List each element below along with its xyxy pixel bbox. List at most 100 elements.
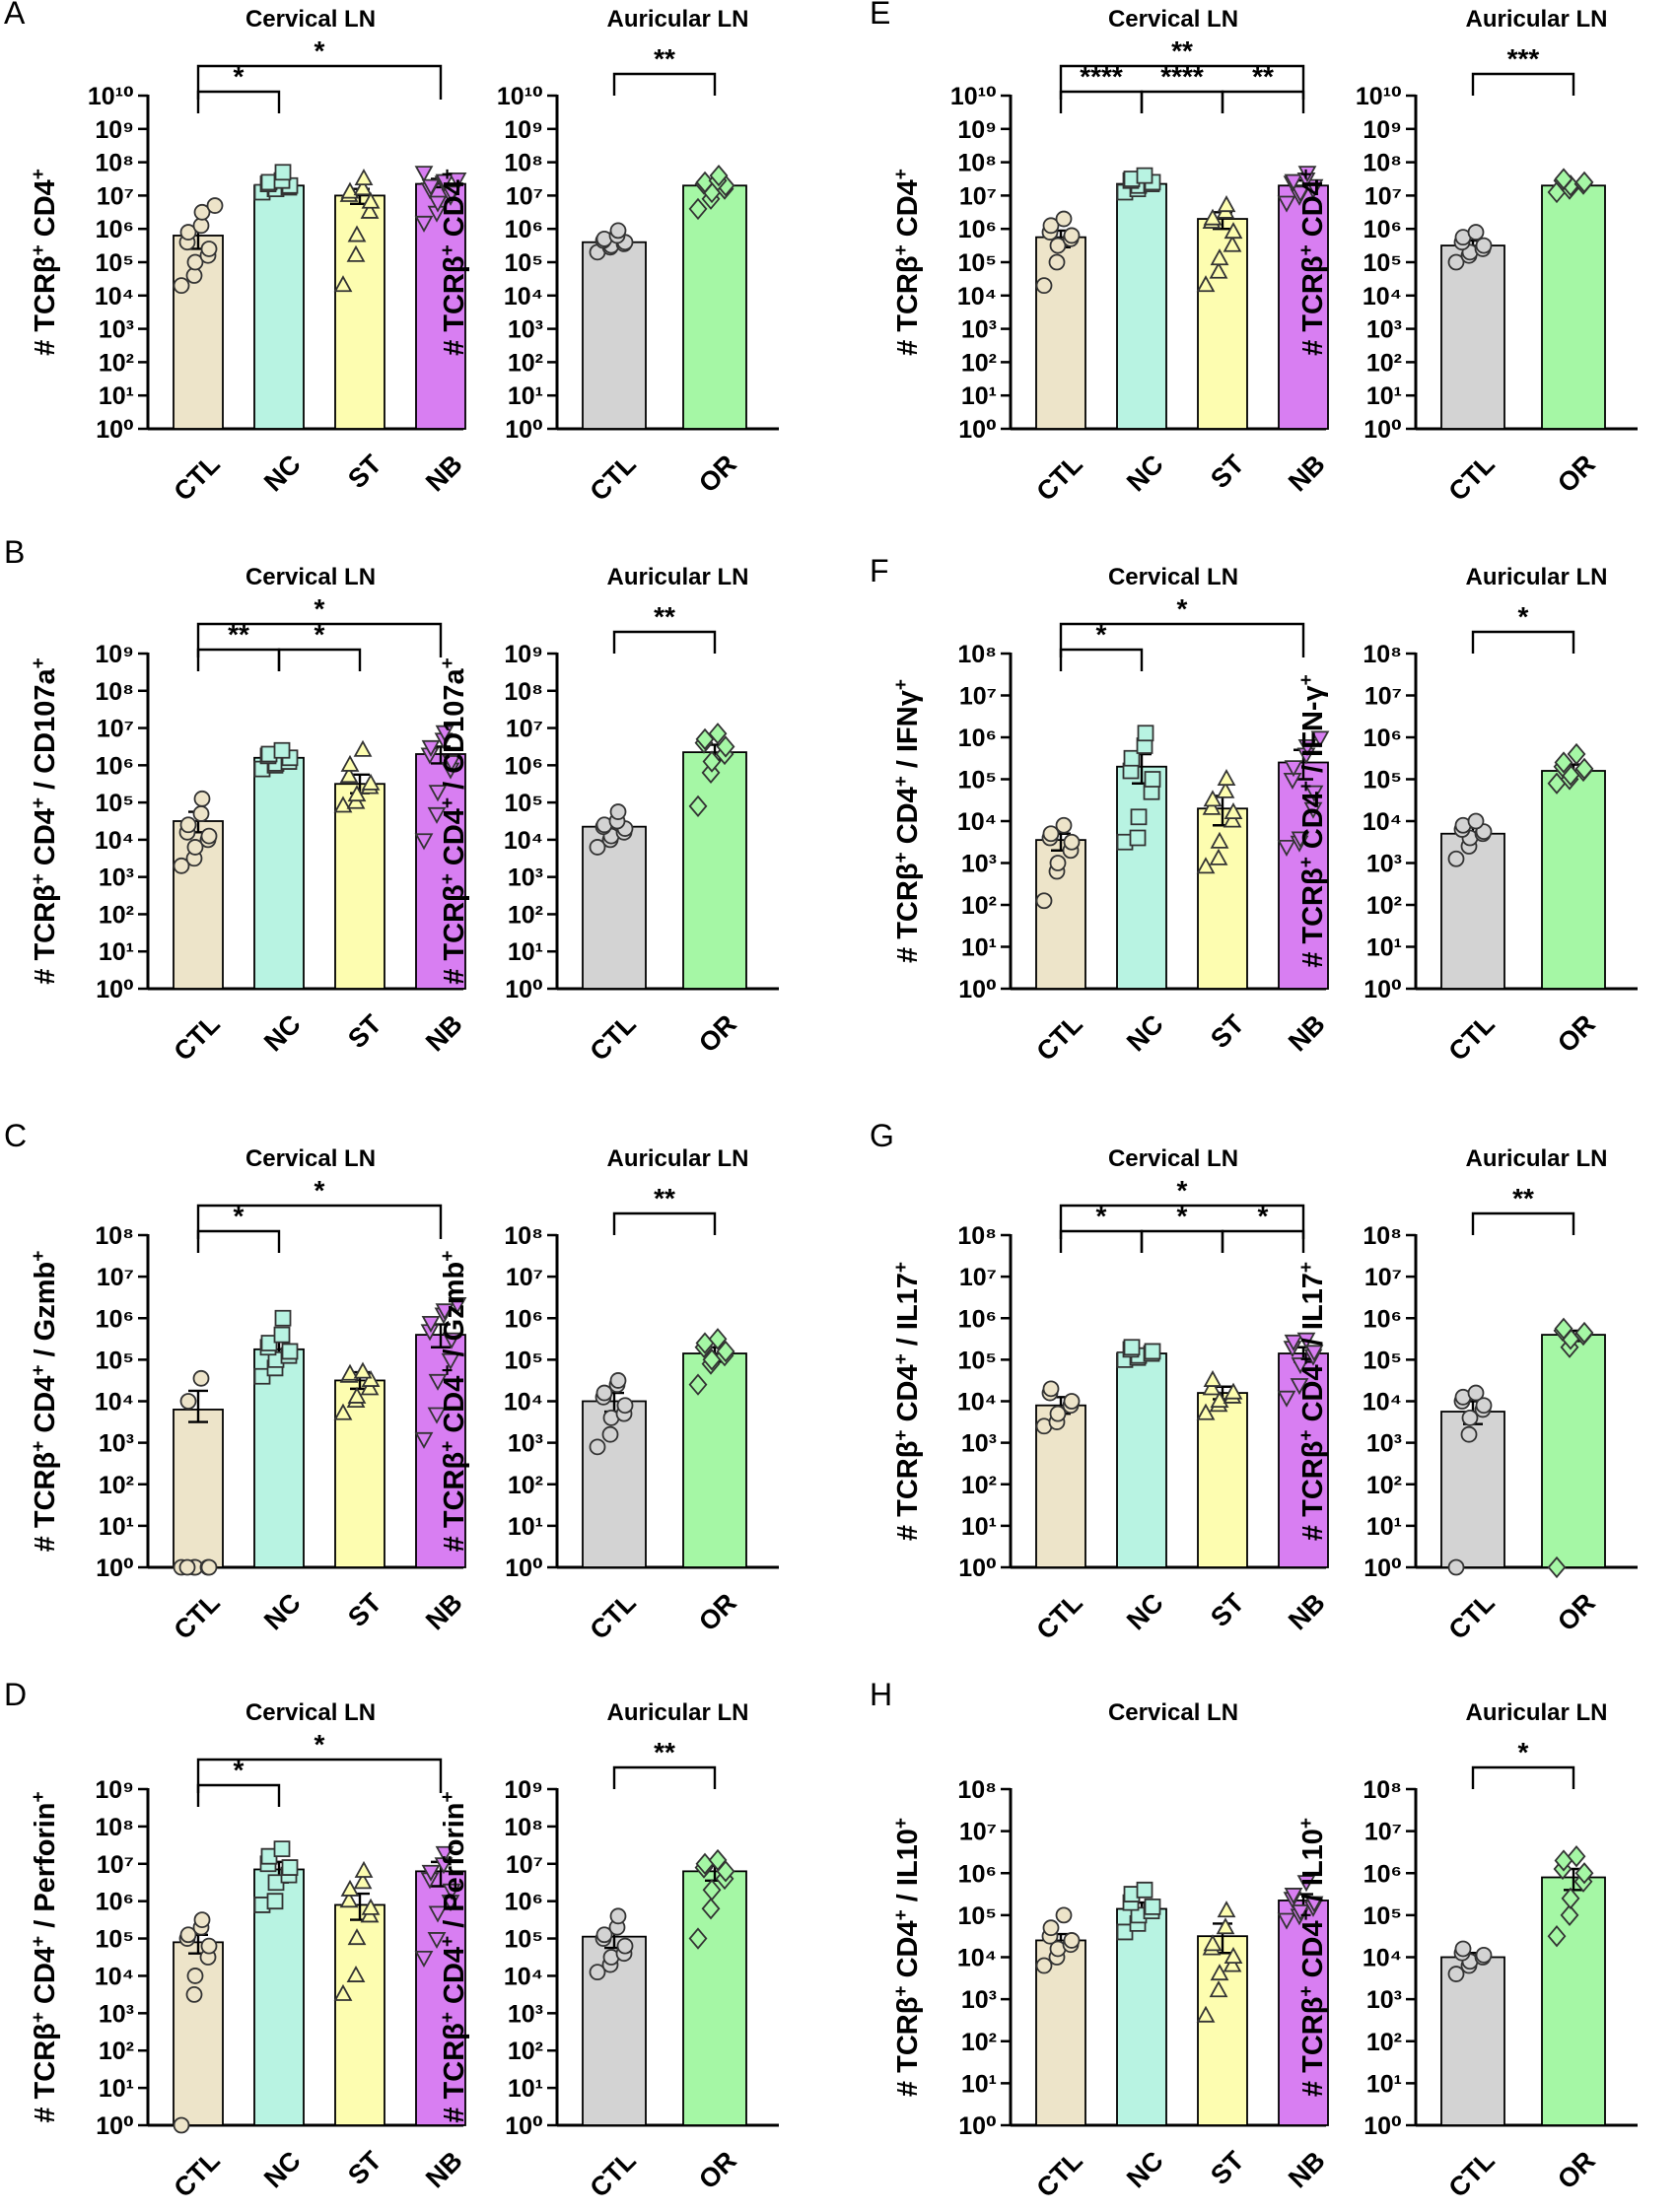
y-tick-label: 10² bbox=[99, 349, 134, 377]
significance-label: ** bbox=[654, 1737, 675, 1767]
y-label-segment: # TCRβ bbox=[1297, 255, 1329, 356]
x-tick-label-or: OR bbox=[693, 2146, 742, 2195]
significance-bracket bbox=[1059, 64, 1305, 100]
data-point-or bbox=[716, 735, 735, 758]
y-label-superscript: + bbox=[438, 1791, 458, 1802]
data-point-ctl bbox=[1467, 1384, 1485, 1402]
y-axis-label: # TCRβ+ CD4+ / IFN-γ+ bbox=[1296, 674, 1330, 968]
data-point-st bbox=[353, 1872, 373, 1890]
y-tick-label: 10⁰ bbox=[96, 416, 134, 444]
data-point-ctl bbox=[609, 803, 627, 820]
y-tick-label: 10³ bbox=[508, 864, 543, 892]
data-point-ctl bbox=[179, 224, 197, 241]
y-label-superscript: + bbox=[1296, 1262, 1317, 1273]
data-point-st bbox=[354, 1860, 374, 1878]
significance-bracket bbox=[1059, 1204, 1305, 1239]
y-label-segment: CD4 bbox=[1297, 179, 1329, 244]
significance-bracket bbox=[1059, 648, 1144, 671]
significance-label: ** bbox=[228, 619, 249, 650]
significance-label: ** bbox=[654, 1183, 675, 1213]
x-tick-label-ctl: CTL bbox=[1442, 1009, 1500, 1067]
y-tick-label: 10¹⁰ bbox=[1356, 83, 1402, 110]
y-label-superscript: + bbox=[29, 1791, 49, 1802]
x-tick-label-nb: NB bbox=[420, 449, 468, 498]
data-point-st bbox=[333, 1403, 353, 1420]
data-point-nb bbox=[428, 1905, 448, 1923]
data-point-nc bbox=[260, 745, 278, 763]
panel-label-a: A bbox=[4, 0, 26, 31]
data-point-st bbox=[1223, 810, 1242, 828]
y-label-segment: # TCRβ bbox=[30, 2023, 61, 2123]
y-tick-label: 10⁸ bbox=[1363, 641, 1402, 668]
data-point-nb bbox=[1290, 1378, 1309, 1396]
y-label-segment: / IL10 bbox=[892, 1829, 924, 1909]
bar-nb bbox=[1278, 1900, 1329, 2126]
y-tick-label: 10⁸ bbox=[1363, 1776, 1402, 1804]
x-tick-label-st: ST bbox=[342, 449, 387, 494]
y-label-superscript: + bbox=[438, 657, 458, 668]
data-point-st bbox=[1202, 797, 1222, 815]
data-point-ctl bbox=[589, 839, 606, 856]
significance-bracket bbox=[1471, 1765, 1575, 1789]
y-label-superscript: + bbox=[438, 1251, 458, 1262]
data-point-nc bbox=[260, 1847, 278, 1865]
y-axis-label: # TCRβ+ CD4+ / Gzmb+ bbox=[29, 1251, 62, 1553]
y-label-segment: CD4 bbox=[30, 808, 61, 873]
y-tick-label: 10¹ bbox=[961, 934, 997, 962]
chart-e-auricular: Auricular LN 10⁰ 10¹ 10² 10³ 10⁴ 10⁵ 10⁶ 10⁷ 10⁸ 1… bbox=[1296, 6, 1638, 507]
y-tick-label: 10² bbox=[1366, 892, 1402, 920]
y-tick-label: 10⁰ bbox=[958, 1555, 997, 1582]
y-tick-label: 10⁵ bbox=[504, 790, 543, 817]
data-point-st bbox=[360, 1378, 380, 1396]
data-point-st bbox=[1210, 1964, 1229, 1981]
y-tick-label: 10⁶ bbox=[958, 725, 997, 752]
data-point-ctl bbox=[1049, 237, 1067, 254]
x-tick-label-nc: NC bbox=[1121, 449, 1169, 498]
y-tick-label: 10⁵ bbox=[957, 1347, 997, 1374]
data-point-nb bbox=[442, 185, 461, 203]
y-tick-label: 10¹⁰ bbox=[497, 83, 543, 110]
data-point-nc bbox=[260, 1335, 278, 1351]
y-label-superscript: + bbox=[438, 244, 458, 255]
y-tick-label: 10⁶ bbox=[958, 1305, 997, 1333]
significance-label: * bbox=[315, 1729, 325, 1760]
y-tick-label: 10⁰ bbox=[505, 416, 543, 444]
data-point-nc bbox=[266, 1893, 284, 1910]
bar-nc bbox=[1116, 765, 1167, 990]
x-tick-label-ctl: CTL bbox=[1030, 449, 1087, 507]
y-tick-label: 10¹ bbox=[99, 1513, 134, 1541]
data-point-ctl bbox=[179, 1393, 197, 1410]
panel-label-g: G bbox=[870, 1118, 894, 1153]
data-point-or bbox=[708, 1328, 728, 1350]
data-point-ctl bbox=[1447, 1558, 1465, 1576]
y-tick-label: 10⁵ bbox=[95, 1926, 134, 1954]
y-tick-label: 10² bbox=[961, 1472, 997, 1499]
data-point-nc bbox=[1123, 749, 1141, 767]
y-tick-label: 10⁸ bbox=[95, 1222, 134, 1250]
data-point-st bbox=[1217, 1901, 1236, 1918]
data-point-nb bbox=[1284, 173, 1303, 191]
y-tick-label: 10¹⁰ bbox=[950, 83, 997, 110]
data-point-ctl bbox=[186, 1968, 204, 1984]
significance-label: * bbox=[234, 1201, 245, 1231]
y-label-segment: CD4 bbox=[1297, 1364, 1329, 1429]
y-label-superscript: + bbox=[1296, 1353, 1317, 1364]
x-tick-label-nc: NC bbox=[258, 2146, 307, 2194]
data-point-nc bbox=[1144, 1898, 1161, 1915]
data-point-nc bbox=[253, 1367, 271, 1385]
y-tick-label: 10⁶ bbox=[958, 216, 997, 243]
data-point-nb bbox=[1296, 1875, 1316, 1893]
bar-ctl bbox=[582, 1400, 647, 1568]
data-point-nc bbox=[267, 1874, 285, 1892]
x-tick-label-nb: NB bbox=[420, 1588, 468, 1636]
data-point-st bbox=[1223, 1955, 1242, 1972]
data-point-st bbox=[347, 225, 367, 242]
x-tick-label-ctl: CTL bbox=[1030, 1009, 1087, 1067]
y-tick-label: 10⁹ bbox=[95, 1776, 134, 1804]
y-label-superscript: + bbox=[1296, 857, 1317, 867]
data-point-nb bbox=[421, 1864, 441, 1882]
x-tick-label-ctl: CTL bbox=[168, 1009, 225, 1067]
significance-bracket bbox=[196, 1229, 281, 1253]
data-point-st bbox=[1224, 1382, 1243, 1400]
significance-bracket bbox=[196, 648, 281, 671]
